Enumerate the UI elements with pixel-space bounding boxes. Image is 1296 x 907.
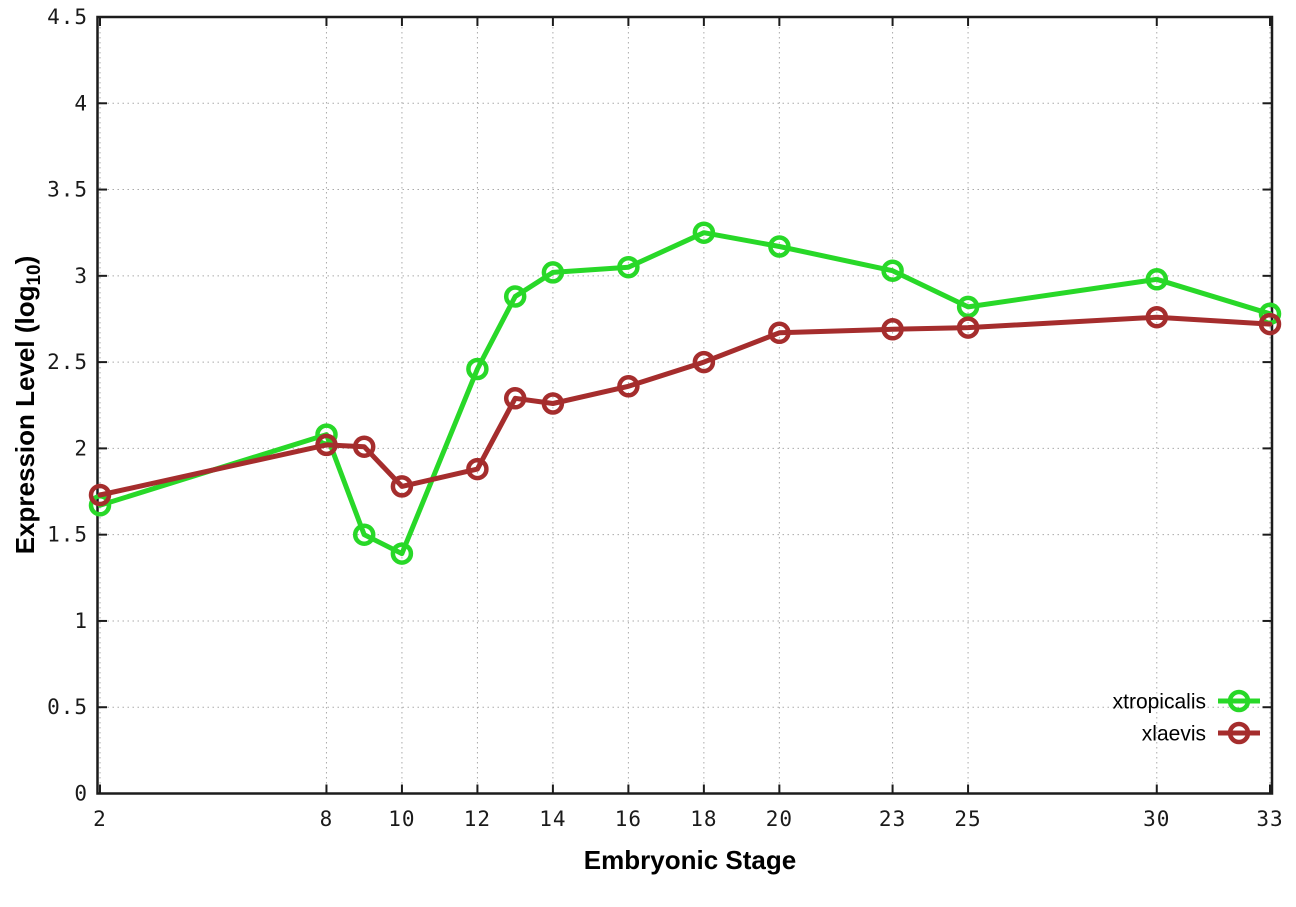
- data-point-xlaevis: [541, 392, 565, 415]
- data-point-xtropicalis: [390, 542, 414, 565]
- data-point-xtropicalis: [956, 295, 980, 319]
- data-point-xlaevis: [466, 457, 489, 481]
- x-axis-title: Embryonic Stage: [584, 845, 796, 875]
- data-point-xlaevis: [617, 375, 640, 398]
- x-tick-label: 18: [690, 807, 717, 831]
- data-point-xtropicalis: [352, 523, 376, 546]
- x-tick-label: 23: [879, 807, 906, 831]
- data-point-xlaevis: [315, 433, 338, 457]
- series-line-xtropicalis: [97, 230, 1273, 557]
- plot-border: [96, 15, 1274, 795]
- y-tick-label: 3: [74, 264, 88, 288]
- tick-labels: 2 8 10 12 14 16 18 20 23 25 30 33 0 0.5 1 1.5 2 2.5 3 3.5 4 4…: [47, 5, 1283, 831]
- data-point-xlaevis: [503, 387, 527, 410]
- y-tick-label: 4: [74, 91, 88, 115]
- x-tick-label: 14: [539, 807, 566, 831]
- data-point-xlaevis: [390, 475, 414, 498]
- x-tick-label: 33: [1256, 807, 1283, 831]
- data-point-xlaevis: [1258, 312, 1282, 336]
- series-layer: [88, 221, 1282, 565]
- y-axis-title-subscript: 10: [24, 264, 45, 285]
- legend-marker-xtropicalis: [1227, 689, 1251, 713]
- x-tick-label: 25: [954, 807, 981, 831]
- data-point-xlaevis: [956, 316, 980, 339]
- y-tick-label: 1: [74, 609, 88, 633]
- data-point-xlaevis: [352, 435, 376, 458]
- data-point-xtropicalis: [466, 357, 489, 381]
- data-point-xtropicalis: [617, 255, 640, 279]
- plot-frame: [96, 15, 1274, 795]
- legend-label-xtropicalis: xtropicalis: [1113, 691, 1206, 714]
- y-axis-title-suffix: ): [10, 256, 40, 265]
- y-tick-label: 3.5: [47, 178, 88, 202]
- x-tick-label: 8: [320, 807, 334, 831]
- data-point-xlaevis: [88, 483, 112, 507]
- y-tick-label: 1.5: [47, 523, 88, 547]
- x-tick-label: 20: [766, 807, 793, 831]
- series-line-xlaevis: [97, 314, 1273, 498]
- x-tick-label: 2: [93, 807, 107, 831]
- y-tick-label: 0: [74, 782, 88, 806]
- data-point-xtropicalis: [1145, 268, 1169, 291]
- x-tick-label: 16: [615, 807, 642, 831]
- data-point-xtropicalis: [541, 261, 565, 284]
- x-tick-label: 12: [464, 807, 491, 831]
- data-point-xtropicalis: [692, 221, 716, 244]
- data-point-xlaevis: [1145, 305, 1169, 329]
- data-point-xtropicalis: [768, 235, 791, 258]
- x-tick-label: 10: [388, 807, 415, 831]
- y-tick-label: 2.5: [47, 350, 88, 374]
- data-point-xlaevis: [881, 318, 904, 341]
- data-point-xtropicalis: [881, 259, 904, 282]
- legend: xtropicalis xlaevis: [1113, 689, 1260, 746]
- y-tick-label: 2: [74, 436, 88, 460]
- legend-marker-xlaevis: [1227, 721, 1251, 745]
- y-axis-title-main: Expression Level (log: [10, 286, 40, 555]
- data-point-xlaevis: [768, 321, 791, 345]
- y-tick-label: 0.5: [47, 695, 88, 719]
- x-tick-label: 30: [1143, 807, 1170, 831]
- data-point-xtropicalis: [503, 285, 527, 308]
- legend-label-xlaevis: xlaevis: [1142, 723, 1206, 746]
- y-axis-title: Expression Level (log10): [10, 256, 45, 555]
- data-point-xlaevis: [692, 350, 716, 374]
- grid-layer: [97, 17, 1272, 794]
- y-tick-label: 4.5: [47, 5, 88, 29]
